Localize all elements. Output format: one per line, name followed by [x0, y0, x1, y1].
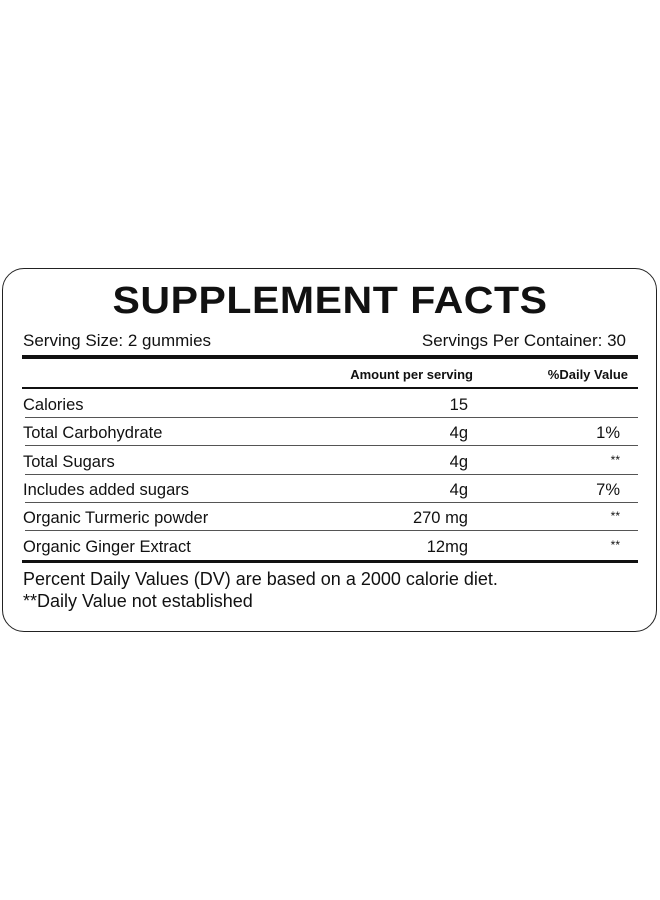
amount-per-serving: 4g	[449, 424, 468, 443]
footnote-dv: Percent Daily Values (DV) are based on a…	[23, 569, 498, 589]
daily-value: 1%	[596, 424, 620, 443]
row-divider	[25, 501, 638, 503]
nutrient-name: Organic Turmeric powder	[23, 509, 209, 528]
table-row: Total Carbohydrate 4g 1%	[22, 418, 638, 447]
nutrient-name: Includes added sugars	[23, 480, 190, 499]
amount-per-serving: 12mg	[426, 537, 468, 556]
header-divider	[22, 387, 638, 389]
serving-size: Serving Size: 2 gummies	[23, 331, 212, 350]
table-row: Calories 15	[22, 390, 638, 418]
thick-divider	[22, 355, 638, 359]
nutrient-name: Organic Ginger Extract	[23, 537, 191, 556]
thick-divider	[22, 560, 638, 563]
daily-value: **	[610, 537, 620, 552]
supplement-facts-panel	[2, 268, 657, 632]
table-row: Total Sugars 4g **	[22, 447, 638, 475]
panel-title: SUPPLEMENT FACTS	[112, 280, 548, 322]
amount-per-serving: 270 mg	[412, 509, 468, 528]
row-divider	[25, 473, 638, 475]
daily-value: **	[610, 452, 620, 467]
table-row: Organic Ginger Extract 12mg **	[22, 532, 638, 560]
table-row: Includes added sugars 4g 7%	[22, 475, 638, 503]
servings-per-container: Servings Per Container: 30	[421, 331, 626, 350]
footnote-not-established: **Daily Value not established	[23, 591, 253, 611]
row-divider	[25, 445, 638, 447]
row-divider	[25, 417, 638, 418]
amount-per-serving: 4g	[449, 452, 468, 471]
amount-per-serving: 15	[449, 396, 468, 414]
daily-value: 7%	[596, 480, 620, 499]
nutrient-name: Total Carbohydrate	[23, 424, 163, 443]
row-divider	[25, 530, 638, 532]
daily-value: **	[610, 509, 620, 524]
nutrient-name: Calories	[23, 396, 84, 414]
amount-per-serving: 4g	[449, 480, 468, 499]
amount-column-header: Amount per serving	[350, 367, 473, 382]
nutrient-name: Total Sugars	[23, 452, 115, 471]
daily-value-column-header: %Daily Value	[547, 367, 628, 382]
table-row: Organic Turmeric powder 270 mg **	[22, 503, 638, 532]
